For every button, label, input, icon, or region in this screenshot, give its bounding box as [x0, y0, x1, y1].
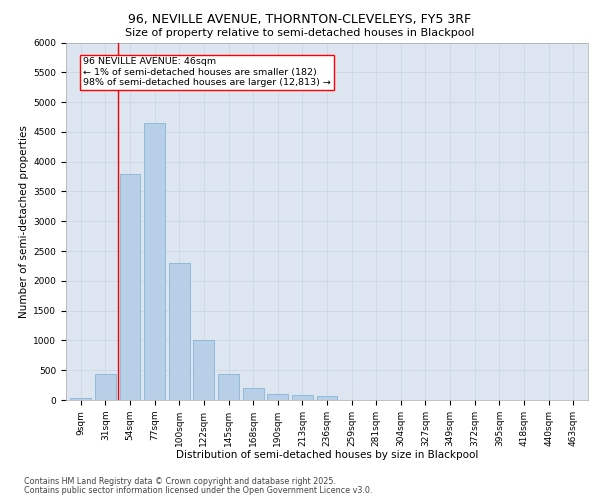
Bar [70, 398, 91, 400]
Bar [292, 395, 313, 400]
Text: Size of property relative to semi-detached houses in Blackpool: Size of property relative to semi-detach… [125, 28, 475, 38]
Bar [242, 388, 263, 400]
Bar [119, 174, 140, 400]
Text: 96 NEVILLE AVENUE: 46sqm
← 1% of semi-detached houses are smaller (182)
98% of s: 96 NEVILLE AVENUE: 46sqm ← 1% of semi-de… [83, 58, 331, 87]
Bar [317, 396, 337, 400]
Bar [218, 374, 239, 400]
Y-axis label: Number of semi-detached properties: Number of semi-detached properties [19, 125, 29, 318]
X-axis label: Distribution of semi-detached houses by size in Blackpool: Distribution of semi-detached houses by … [176, 450, 478, 460]
Text: 96, NEVILLE AVENUE, THORNTON-CLEVELEYS, FY5 3RF: 96, NEVILLE AVENUE, THORNTON-CLEVELEYS, … [128, 12, 472, 26]
Text: Contains public sector information licensed under the Open Government Licence v3: Contains public sector information licen… [24, 486, 373, 495]
Bar [95, 374, 116, 400]
Bar [193, 340, 214, 400]
Bar [169, 263, 190, 400]
Bar [267, 394, 288, 400]
Bar [144, 123, 165, 400]
Text: Contains HM Land Registry data © Crown copyright and database right 2025.: Contains HM Land Registry data © Crown c… [24, 477, 336, 486]
